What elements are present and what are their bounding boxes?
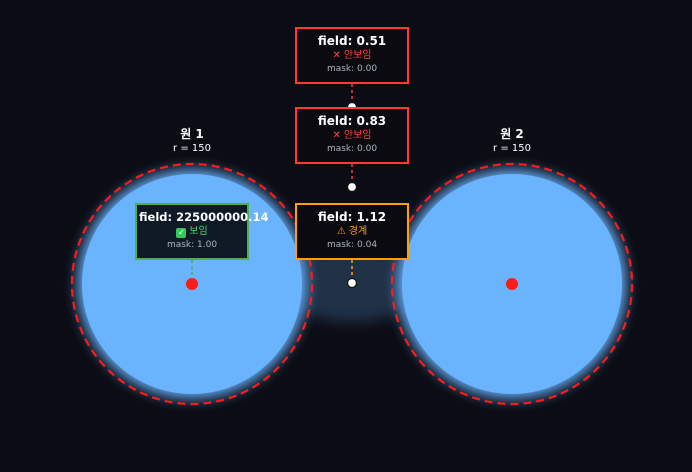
probe-status-label: 보임 — [189, 226, 208, 237]
probe-status-label: 경계 — [348, 226, 368, 237]
check-icon: ✓ — [176, 228, 187, 238]
probe-point-3[interactable] — [346, 277, 358, 289]
circle-radius: r = 150 — [493, 143, 531, 154]
circle-name: 원 2 — [500, 127, 524, 141]
probe-status: ✕ 안보임 — [299, 49, 405, 63]
circle-name: 원 1 — [180, 127, 204, 141]
probe-field-value: field: 225000000.14 — [139, 210, 269, 224]
probe-status: ⚠ 경계 — [299, 225, 405, 239]
probe-box-4: field: 225000000.14 ✓ 보임 mask: 1.00 — [135, 203, 269, 260]
probe-mask-value: mask: 1.00 — [166, 240, 218, 250]
circle-center-1 — [186, 278, 198, 290]
probe-status-label: 안보임 — [343, 50, 372, 61]
probe-mask-value: mask: 0.00 — [326, 144, 378, 154]
probe-box-2: field: 0.83 ✕ 안보임 mask: 0.00 — [295, 107, 409, 164]
circle-outline-2 — [390, 162, 634, 406]
probe-point-2[interactable] — [346, 181, 358, 193]
cross-icon: ✕ — [332, 50, 341, 61]
probe-field-value: field: 1.12 — [317, 210, 387, 224]
circle-center-2 — [506, 278, 518, 290]
circle-label-1: 원 1 r = 150 — [152, 127, 232, 155]
probe-box-3: field: 1.12 ⚠ 경계 mask: 0.04 — [295, 203, 409, 260]
probe-status: ✓ 보임 — [139, 225, 245, 239]
probe-status-label: 안보임 — [343, 130, 372, 141]
probe-field-value: field: 0.83 — [317, 114, 387, 128]
circle-outline-1 — [70, 162, 314, 406]
probe-mask-value: mask: 0.00 — [326, 64, 378, 74]
probe-box-1: field: 0.51 ✕ 안보임 mask: 0.00 — [295, 27, 409, 84]
cross-icon: ✕ — [332, 130, 341, 141]
circle-radius: r = 150 — [173, 143, 211, 154]
probe-status: ✕ 안보임 — [299, 129, 405, 143]
probe-field-value: field: 0.51 — [317, 34, 387, 48]
circle-label-2: 원 2 r = 150 — [472, 127, 552, 155]
warning-icon: ⚠ — [336, 226, 346, 237]
probe-mask-value: mask: 0.04 — [326, 240, 378, 250]
